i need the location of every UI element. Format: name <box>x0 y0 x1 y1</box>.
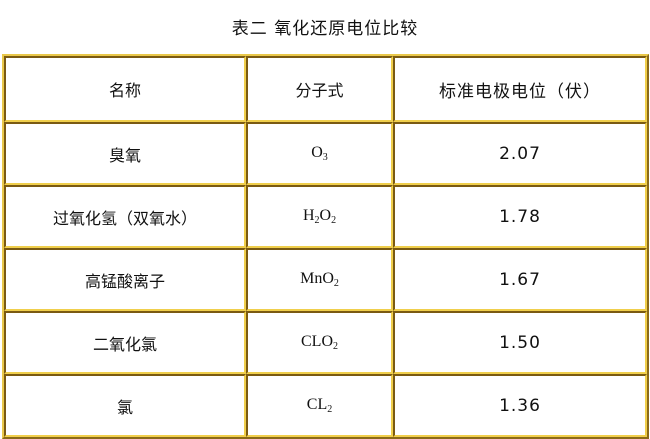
formula-subscript: 2 <box>333 341 338 352</box>
cell-name: 过氧化氢（双氧水） <box>4 185 246 248</box>
formula-part: H <box>302 207 315 224</box>
table-header-row: 名称 分子式 标准电极电位（伏） <box>4 56 647 122</box>
cell-potential: 1.78 <box>393 185 647 248</box>
cell-formula: O3 <box>246 122 393 185</box>
header-formula: 分子式 <box>246 56 393 122</box>
header-name: 名称 <box>4 56 246 122</box>
table-row: 高锰酸离子 MnO2 1.67 <box>4 248 647 311</box>
redox-potential-table: 名称 分子式 标准电极电位（伏） 臭氧 O3 2.07 过氧化氢（双氧水） H2… <box>2 54 649 439</box>
table-row: 臭氧 O3 2.07 <box>4 122 647 185</box>
cell-potential: 1.67 <box>393 248 647 311</box>
cell-potential: 1.36 <box>393 374 647 437</box>
formula-subscript: 3 <box>322 152 328 163</box>
cell-formula: H2O2 <box>246 185 393 248</box>
cell-potential: 1.50 <box>393 311 647 374</box>
formula-subscript: 2 <box>314 215 320 226</box>
cell-name: 臭氧 <box>4 122 246 185</box>
formula-subscript: 2 <box>331 215 337 226</box>
formula-subscript: 2 <box>333 278 339 289</box>
formula-part: MnO <box>300 270 334 287</box>
cell-formula: MnO2 <box>246 248 393 311</box>
cell-name: 氯 <box>4 374 246 437</box>
cell-formula: CL2 <box>246 374 393 437</box>
formula-subscript: 2 <box>327 404 333 415</box>
table-row: 氯 CL2 1.36 <box>4 374 647 437</box>
cell-name: 二氧化氯 <box>4 311 246 374</box>
formula-part: O <box>311 144 323 161</box>
formula-part: CLO <box>301 333 333 350</box>
cell-name: 高锰酸离子 <box>4 248 246 311</box>
formula-part: O <box>319 207 332 224</box>
header-potential: 标准电极电位（伏） <box>393 56 647 122</box>
cell-formula: CLO2 <box>246 311 393 374</box>
table-title: 表二 氧化还原电位比较 <box>231 19 419 39</box>
cell-potential: 2.07 <box>393 122 647 185</box>
formula-part: CL <box>306 396 328 413</box>
table-row: 二氧化氯 CLO2 1.50 <box>4 311 647 374</box>
table-row: 过氧化氢（双氧水） H2O2 1.78 <box>4 185 647 248</box>
